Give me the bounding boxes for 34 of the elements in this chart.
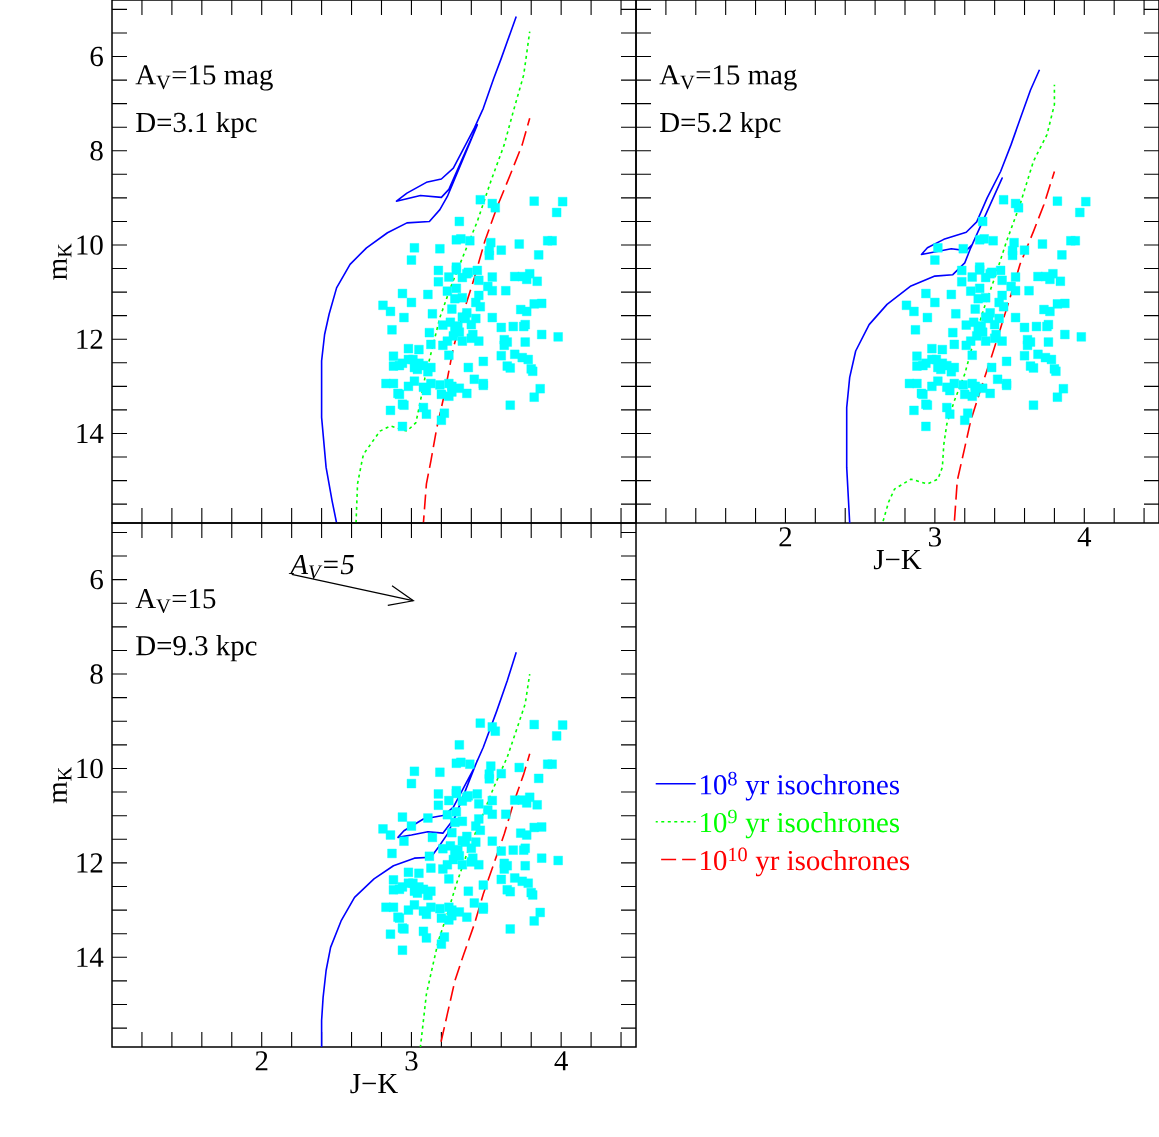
legend-label: 10$^{8}$ yr isochrones	[701, 771, 900, 801]
line-series	[320, 651, 518, 1047]
y-axis-title: m$_{K}$	[53, 766, 72, 804]
legend-label: 10$^{10}$ yr isochrones	[701, 847, 910, 877]
y-tick-label: 6	[90, 569, 103, 590]
x-axis-title: J−K	[873, 550, 922, 570]
x-tick-label: 2	[255, 1051, 268, 1071]
y-tick-label: 6	[90, 46, 103, 67]
line-series	[419, 673, 531, 1047]
x-tick-label: 3	[929, 527, 941, 547]
y-tick-label: 14	[77, 947, 104, 967]
line-series	[320, 15, 518, 523]
y-tick-label: 14	[77, 423, 104, 443]
x-tick-label: 4	[554, 1051, 568, 1071]
x-tick-label: 4	[1077, 527, 1092, 547]
y-axis-title: m$_{K}$	[53, 243, 72, 280]
annotation: A$_{V}$=15	[135, 589, 216, 614]
annotation: D=9.3 kpc	[136, 635, 257, 662]
y-tick-label: 8	[90, 664, 103, 684]
y-tick-label: 8	[90, 141, 103, 161]
y-tick-label: 12	[77, 853, 103, 873]
y-tick-label: 10	[77, 235, 103, 255]
x-tick-label: 2	[779, 527, 792, 547]
y-tick-label: 12	[77, 329, 103, 349]
annotation: D=5.2 kpc	[660, 111, 781, 139]
annotation: A$_{V}$=5	[288, 554, 354, 580]
line-series	[422, 117, 531, 523]
annotation: A$_{V}$=15 mag	[135, 65, 273, 91]
annotation: D=3.1 kpc	[136, 111, 257, 139]
x-tick-label: 3	[405, 1051, 418, 1071]
annotation: A$_{V}$=15 mag	[659, 65, 797, 91]
legend-label: 10$^{9}$ yr isochrones	[701, 809, 900, 839]
y-tick-label: 10	[77, 758, 103, 779]
x-axis-title: J−K	[350, 1074, 398, 1094]
